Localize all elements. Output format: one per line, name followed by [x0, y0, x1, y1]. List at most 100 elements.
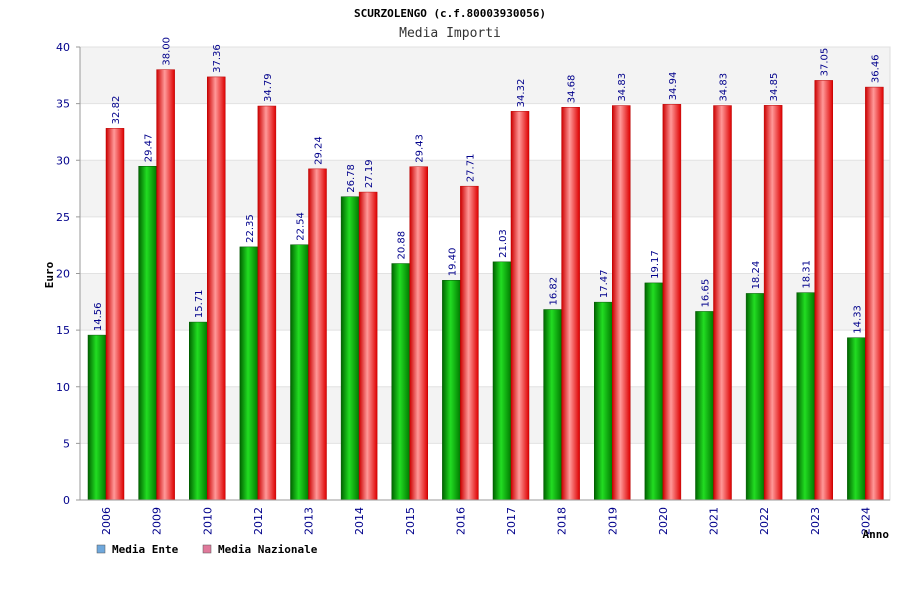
data-label: 38.00 — [162, 37, 173, 66]
y-axis-label: Euro — [43, 261, 56, 288]
legend: Media Ente Media Nazionale — [96, 543, 318, 556]
bar-media-nazionale — [814, 80, 833, 501]
bar-media-ente — [391, 263, 410, 501]
x-tick-label: 2012 — [252, 507, 265, 535]
data-label: 37.05 — [820, 48, 831, 77]
data-label: 21.03 — [498, 229, 509, 258]
data-label: 27.19 — [364, 159, 375, 188]
data-label: 34.79 — [263, 73, 274, 102]
y-tick-label: 10 — [56, 381, 70, 394]
bar-media-ente — [847, 337, 866, 501]
data-label: 34.83 — [617, 73, 628, 102]
x-tick-label: 2024 — [859, 507, 872, 535]
data-label: 17.47 — [599, 270, 610, 299]
x-tick-label: 2019 — [606, 507, 619, 535]
x-tick-label: 2009 — [151, 507, 164, 535]
bar-media-nazionale — [865, 86, 884, 501]
y-tick-label: 30 — [56, 154, 70, 167]
bar-media-nazionale — [460, 185, 479, 501]
data-label: 19.17 — [650, 250, 661, 279]
data-label: 34.94 — [668, 72, 679, 101]
legend-swatch — [202, 544, 212, 554]
x-tick-label: 2021 — [708, 507, 721, 535]
chart-title: SCURZOLENGO (c.f.80003930056) — [354, 7, 546, 20]
bar-media-ente — [340, 196, 360, 501]
x-axis-label: Anno — [863, 528, 890, 541]
data-label: 16.65 — [701, 279, 712, 308]
bar-media-ente — [796, 292, 815, 501]
y-tick-label: 40 — [56, 41, 70, 54]
bar-media-ente — [189, 321, 208, 501]
data-label: 34.32 — [516, 79, 527, 108]
data-label: 18.24 — [751, 261, 762, 290]
x-tick-label: 2015 — [404, 507, 417, 535]
bar-media-ente — [594, 301, 613, 501]
data-label: 34.83 — [719, 73, 730, 102]
data-label: 20.88 — [397, 231, 408, 260]
x-tick-label: 2022 — [758, 507, 771, 535]
bar-media-nazionale — [358, 191, 378, 501]
bar-media-nazionale — [662, 104, 682, 501]
data-label: 27.71 — [465, 154, 476, 183]
x-axis-ticks: 2006 2009 2010 2012 2013 2014 2015 2016 2017 2018… — [100, 507, 872, 535]
bar-media-nazionale — [105, 128, 125, 501]
y-tick-label: 35 — [56, 98, 70, 111]
x-tick-label: 2006 — [100, 507, 113, 535]
data-label: 29.47 — [144, 134, 155, 163]
bar-media-nazionale — [510, 111, 530, 501]
x-tick-label: 2013 — [303, 507, 316, 535]
bar-media-ente — [87, 334, 107, 501]
bar-media-nazionale — [257, 105, 277, 501]
x-tick-label: 2014 — [353, 507, 366, 535]
bar-media-nazionale — [763, 105, 783, 501]
data-label: 22.35 — [245, 214, 256, 243]
data-label: 34.85 — [769, 73, 780, 102]
x-tick-label: 2017 — [505, 507, 518, 535]
bar-media-ente — [442, 280, 461, 501]
bar-media-ente — [138, 166, 157, 501]
bars — [87, 69, 884, 501]
data-label: 22.54 — [296, 212, 307, 241]
bar-media-ente — [239, 246, 259, 501]
bar-media-nazionale — [612, 105, 631, 501]
bar-media-ente — [290, 244, 309, 501]
x-tick-label: 2023 — [809, 507, 822, 535]
legend-label: Media Nazionale — [218, 543, 318, 556]
data-label: 15.71 — [194, 289, 205, 318]
x-tick-label: 2016 — [454, 507, 467, 535]
x-tick-label: 2010 — [201, 507, 214, 535]
data-label: 37.36 — [212, 44, 223, 73]
bar-media-ente — [543, 309, 562, 501]
bar-media-ente — [695, 311, 714, 501]
x-tick-label: 2018 — [556, 507, 569, 535]
bar-media-ente — [492, 261, 512, 501]
data-label: 18.31 — [802, 260, 813, 289]
bar-media-ente — [644, 282, 664, 501]
bar-media-nazionale — [713, 105, 732, 501]
bar-media-nazionale — [561, 106, 580, 501]
bar-media-ente — [745, 293, 765, 501]
data-label: 19.40 — [447, 248, 458, 277]
data-label: 26.78 — [346, 164, 357, 193]
data-label: 14.33 — [852, 305, 863, 334]
chart-subtitle: Media Importi — [399, 26, 501, 41]
bar-media-nazionale — [207, 76, 226, 501]
y-tick-label: 20 — [56, 268, 70, 281]
y-axis-ticks: 0 5 10 15 20 25 30 35 40 — [56, 41, 80, 507]
data-labels: 14.56 32.82 29.47 38.00 15.71 37.36 22.35 34.79… — [93, 37, 881, 334]
y-tick-label: 25 — [56, 211, 70, 224]
bar-media-nazionale — [308, 168, 327, 501]
x-tick-label: 2020 — [657, 507, 670, 535]
bar-media-nazionale — [156, 69, 175, 501]
data-label: 29.24 — [314, 136, 325, 165]
y-tick-label: 0 — [63, 494, 70, 507]
data-label: 32.82 — [111, 96, 122, 125]
bar-media-nazionale — [409, 166, 428, 501]
data-label: 14.56 — [93, 302, 104, 331]
data-label: 36.46 — [870, 54, 881, 83]
data-label: 29.43 — [415, 134, 426, 163]
legend-swatch — [96, 544, 106, 554]
y-tick-label: 15 — [56, 324, 70, 337]
